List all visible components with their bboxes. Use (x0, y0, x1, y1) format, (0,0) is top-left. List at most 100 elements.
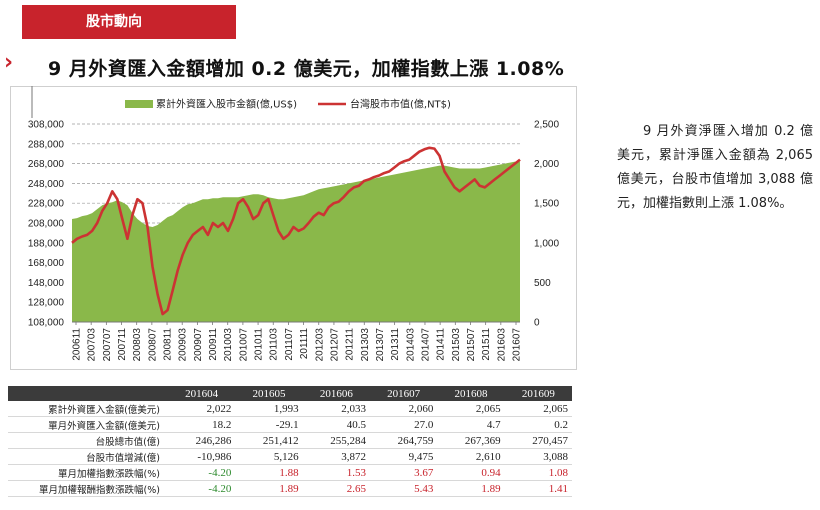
row-label: 台股總市值(億) (8, 432, 168, 449)
table-cell: 2,610 (437, 448, 505, 465)
left-axis-tick-label: 268,000 (28, 159, 65, 170)
table-cell: 3,872 (302, 448, 370, 465)
x-axis-tick-label: 201111 (299, 328, 310, 360)
table-cell: -29.1 (235, 416, 303, 433)
left-axis-tick-label: 128,000 (28, 298, 65, 309)
table-column-header: 201606 (302, 386, 370, 401)
x-axis-tick-label: 201411 (436, 328, 447, 361)
table-cell: -10,986 (168, 448, 236, 465)
table-cell: 2,033 (302, 401, 370, 417)
x-axis-tick-label: 201011 (254, 328, 265, 361)
x-axis-tick-label: 200707 (102, 328, 113, 362)
summary-text: 9 月外資淨匯入增加 0.2 億美元，累計淨匯入金額為 2,065 億美元，台股… (617, 124, 813, 211)
left-axis-tick-label: 168,000 (28, 258, 65, 269)
table-column-header: 201608 (437, 386, 505, 401)
x-axis-tick-label: 201603 (496, 328, 507, 362)
left-axis-tick-label: 108,000 (28, 318, 65, 329)
x-axis-tick-label: 200803 (132, 328, 143, 362)
x-axis-tick-label: 200807 (147, 328, 158, 362)
table-cell: 1.89 (437, 480, 505, 497)
x-axis-tick-label: 201507 (466, 328, 477, 362)
table-header-row: 201604 201605 201606 201607 201608 201609 (8, 386, 572, 401)
chart: 308,000 288,000 268,000 248,000 228,000 208,0… (28, 86, 559, 362)
table-row: 單月外資匯入金額(億美元) 18.2 -29.1 40.5 27.0 4.7 0.2 (8, 416, 572, 433)
x-axis-tick-label: 201307 (375, 328, 386, 362)
legend-swatch-cumulative-inflow (125, 100, 153, 108)
table-cell: 1,993 (235, 401, 303, 417)
table-cell: 2.65 (302, 480, 370, 497)
x-axis-tick-label: 201407 (420, 328, 431, 362)
table-cell: 0.2 (504, 416, 572, 433)
table-cell: 2,022 (168, 401, 236, 417)
left-axis-tick-label: 308,000 (28, 120, 65, 131)
table-cell: 18.2 (168, 416, 236, 433)
x-axis-tick-label: 201103 (269, 328, 280, 361)
x-axis-tick-label: 200611 (72, 328, 83, 361)
chart-frame (10, 86, 577, 370)
left-axis-tick-label: 208,000 (28, 219, 65, 230)
x-axis-tick-label: 200711 (117, 328, 128, 361)
x-axis-tick-label: 200907 (193, 328, 204, 362)
chevron-right-icon: › (4, 50, 14, 75)
table-row: 單月加權報酬指數漲跌幅(%) -4.20 1.89 2.65 5.43 1.89 1.41 (8, 480, 572, 497)
row-label: 單月外資匯入金額(億美元) (8, 416, 168, 433)
table-cell: 40.5 (302, 416, 370, 433)
table-cell: 3.67 (369, 464, 438, 481)
table-cell: 9,475 (369, 448, 438, 465)
x-axis-tick-label: 201203 (314, 328, 325, 362)
right-axis-tick-label: 0 (534, 318, 540, 329)
x-axis-tick-label: 201311 (390, 328, 401, 361)
table-cell: 1.53 (302, 464, 370, 481)
table-cell: 264,759 (369, 432, 438, 449)
table-cell: 2,065 (504, 401, 572, 417)
left-axis-tick-label: 228,000 (28, 199, 65, 210)
right-axis-tick-label: 1,500 (534, 199, 559, 210)
table-row: 累計外資匯入金額(億美元) 2,022 1,993 2,033 2,060 2,065 2,… (8, 401, 572, 417)
x-axis-tick-label: 201607 (512, 328, 523, 362)
table-cell: 1.08 (504, 464, 572, 481)
table-cell: 2,065 (437, 401, 505, 417)
table-cell: 3,088 (504, 448, 572, 465)
table-row: 單月加權指數漲跌幅(%) -4.20 1.88 1.53 3.67 0.94 1.08 (8, 464, 572, 481)
page-title: 9 月外資匯入金額增加 0.2 億美元，加權指數上漲 1.08% (48, 58, 565, 80)
table-cell: 270,457 (504, 432, 572, 449)
table-column-header: 201605 (235, 386, 303, 401)
row-label: 單月加權報酬指數漲跌幅(%) (8, 480, 168, 497)
table-cell: 27.0 (369, 416, 438, 433)
table-cell: 267,369 (437, 432, 505, 449)
right-axis-tick-label: 2,500 (534, 120, 559, 131)
table-cell: 255,284 (302, 432, 370, 449)
table-column-header: 201604 (168, 386, 236, 401)
x-axis-tick-label: 200703 (87, 328, 98, 362)
x-axis-tick-label: 201211 (345, 328, 356, 361)
area-series-cumulative-inflow (72, 161, 520, 322)
table-cell: 1.88 (235, 464, 303, 481)
table-cell: -4.20 (168, 480, 236, 497)
table-cell: 5.43 (369, 480, 438, 497)
row-label: 累計外資匯入金額(億美元) (8, 401, 168, 417)
table-column-header: 201609 (504, 386, 572, 401)
table-row: 台股市值增減(億) -10,986 5,126 3,872 9,475 2,610 3,08… (8, 448, 572, 465)
x-axis-tick-label: 201207 (329, 328, 340, 362)
table-cell: 0.94 (437, 464, 505, 481)
x-axis-tick-label: 200911 (208, 328, 219, 361)
x-axis-tick-label: 200903 (178, 328, 189, 362)
table-cell: 246,286 (168, 432, 236, 449)
row-label: 台股市值增減(億) (8, 448, 168, 465)
table-cell: 4.7 (437, 416, 505, 433)
x-axis-tick-label: 200811 (163, 328, 174, 361)
section-tag: 股市動向 (22, 5, 236, 39)
table-cell: 1.41 (504, 480, 572, 497)
x-axis-tick-label: 201107 (284, 328, 295, 361)
legend-label-cumulative-inflow: 累計外資匯入股市金額(億,US$) (156, 98, 297, 111)
x-axis-tick-label: 201511 (481, 328, 492, 361)
x-axis-tick-label: 201003 (223, 328, 234, 362)
row-label: 單月加權指數漲跌幅(%) (8, 464, 168, 481)
table-cell: 2,060 (369, 401, 438, 417)
data-table: 201604 201605 201606 201607 201608 201609 累計外… (8, 386, 572, 497)
left-axis-tick-label: 288,000 (28, 139, 65, 150)
x-axis-tick-label: 201503 (451, 328, 462, 362)
x-axis-tick-label: 201007 (238, 328, 249, 362)
table-cell: 5,126 (235, 448, 303, 465)
right-axis-tick-label: 500 (534, 278, 551, 289)
